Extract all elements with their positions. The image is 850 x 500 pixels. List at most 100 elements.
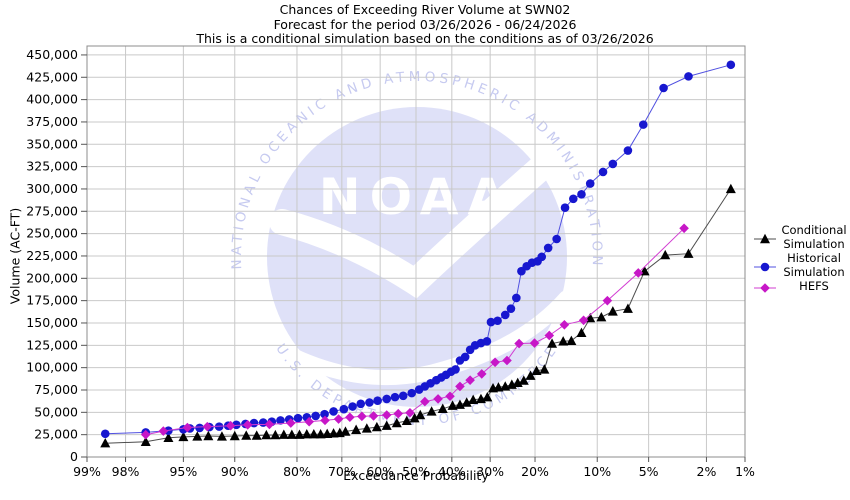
data-point [596,311,607,322]
data-point [348,402,357,411]
legend-entry-historical-simulation: Historical Simulation [752,251,850,279]
y-tick-label: 50,000 [34,404,78,419]
y-tick-label: 100,000 [26,360,78,375]
legend-entry-conditional-simulation: Conditional Simulation [752,223,850,251]
x-tick-label: 20% [521,464,549,479]
data-point [476,369,487,379]
data-point [100,437,111,448]
data-point [301,429,312,439]
circle-marker-icon [752,259,778,273]
y-tick-label: 275,000 [26,203,78,218]
data-point [512,293,521,303]
x-tick-label: 1% [735,464,755,479]
data-point [390,392,400,402]
data-point [229,430,240,441]
data-point [490,357,500,368]
data-point [460,352,470,362]
data-point [447,400,458,410]
x-tick-label: 90% [221,464,249,479]
data-point [381,420,392,430]
y-axis-label: Volume (AC-FT) [7,207,23,305]
data-point [558,336,569,346]
data-point [433,394,443,404]
data-point [294,429,305,439]
data-point [382,394,392,404]
triangle-marker-icon [752,231,778,245]
data-point [320,415,330,426]
data-point [365,398,374,407]
data-point [232,420,241,430]
data-point [264,419,275,430]
data-point [525,370,536,380]
data-point [725,183,736,194]
legend-label: Conditional Simulation [781,223,847,251]
data-point [242,420,253,430]
data-point [278,429,289,439]
y-tick-label: 425,000 [26,69,78,84]
data-point [251,430,262,440]
data-point [451,365,460,374]
data-point [602,295,613,306]
data-point [315,429,326,439]
data-point [391,417,402,428]
data-point [578,315,589,326]
data-point [140,429,151,440]
y-tick-label: 400,000 [26,92,78,107]
data-point [445,391,455,402]
data-point [577,190,586,199]
data-point [566,335,577,346]
data-point [381,410,392,420]
data-point [461,397,472,407]
axis-ticks-and-labels: 0 25,000 50,000 75,000 100,000 125,000 150,000… [26,47,755,479]
data-point [195,423,204,433]
data-point [560,203,570,213]
data-point [329,407,338,416]
data-point [368,411,379,421]
data-point [544,330,555,341]
chart-titles: Chances of Exceeding River Volume at SWN… [0,2,850,47]
y-tick-label: 75,000 [34,382,78,397]
x-tick-label: 40% [438,464,466,479]
y-tick-label: 25,000 [34,427,78,442]
y-tick-label: 250,000 [26,226,78,241]
data-point [415,409,426,420]
x-tick-label: 50% [402,464,430,479]
y-tick-label: 0 [70,449,78,464]
y-tick-label: 125,000 [26,337,78,352]
data-point [569,194,578,204]
data-point [684,72,693,81]
data-point [356,399,366,409]
watermark-noaa-text: NOAA [319,168,515,226]
series-historical-simulation [100,60,736,439]
data-point [293,413,303,423]
data-point [158,426,169,436]
x-tick-label: 2% [697,464,717,479]
data-point [585,179,595,188]
data-point [500,310,510,320]
data-point [683,248,694,258]
data-point [468,394,479,405]
data-point [407,388,417,398]
data-point [639,120,648,129]
chart-title: Chances of Exceeding River Volume at SWN… [279,2,571,17]
y-tick-label: 150,000 [26,315,78,330]
data-point [465,375,475,385]
data-point [760,262,770,271]
data-point [486,317,496,327]
data-point [405,407,415,418]
data-point [241,430,252,440]
data-point [576,327,587,338]
data-point [539,364,550,374]
data-point [311,411,320,421]
data-point [420,396,430,407]
x-tick-label: 70% [328,464,356,479]
x-tick-label: 5% [639,464,659,479]
chart-note: This is a conditional simulation based o… [196,31,654,46]
data-point [518,375,529,385]
legend-entry-hefs: HEFS [752,280,850,294]
data-point [455,381,465,392]
data-point [537,252,547,262]
data-point [608,159,618,169]
